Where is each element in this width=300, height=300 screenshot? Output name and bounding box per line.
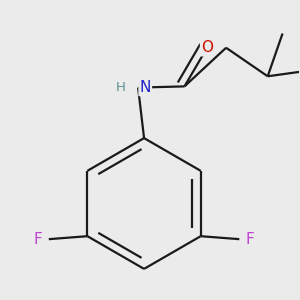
Text: N: N	[140, 80, 151, 95]
Text: H: H	[115, 81, 125, 94]
Text: O: O	[201, 40, 213, 55]
Text: F: F	[34, 232, 43, 247]
Text: F: F	[246, 232, 254, 247]
